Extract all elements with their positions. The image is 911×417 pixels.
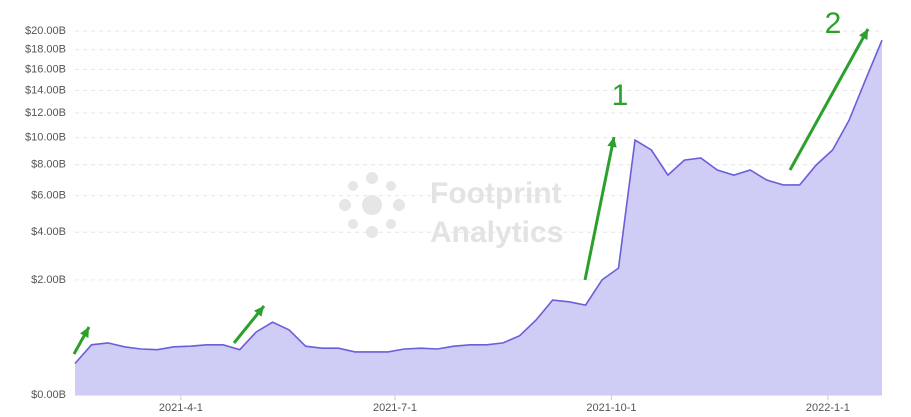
y-tick-label: $4.00B [31, 226, 66, 238]
line [74, 39, 883, 365]
watermark-logo [386, 219, 396, 229]
watermark-text: Footprint [430, 177, 562, 210]
y-tick-label: $12.00B [25, 107, 66, 119]
watermark-logo [386, 181, 396, 191]
y-tick-label: $14.00B [25, 84, 66, 96]
annotation-arrowhead [607, 137, 617, 148]
x-tick-label: 2022-1-1 [806, 402, 850, 414]
watermark-logo [393, 199, 405, 211]
annotation-arrowhead [80, 327, 89, 338]
annotation-arrow [583, 136, 616, 281]
watermark-logo [366, 172, 378, 184]
watermark-logo [348, 181, 358, 191]
x-tick-label: 2021-10-1 [586, 402, 636, 414]
y-tick-label: $2.00B [31, 274, 66, 286]
y-tick-label: $0.00B [31, 389, 66, 401]
annotation: 2 [825, 7, 842, 40]
y-tick-label: $6.00B [31, 190, 66, 202]
watermark-logo [339, 199, 351, 211]
area [75, 40, 882, 395]
watermark-logo [348, 219, 358, 229]
annotation: 1 [612, 79, 629, 112]
annotation-arrow [788, 28, 870, 171]
y-tick-label: $20.00B [25, 25, 66, 37]
watermark: Footprint Analytics [339, 172, 563, 249]
y-tick-label: $10.00B [25, 132, 66, 144]
annotation-arrowhead [859, 29, 868, 40]
x-tick-label: 2021-4-1 [159, 402, 203, 414]
watermark-text: Analytics [430, 216, 563, 249]
y-tick-label: $16.00B [25, 63, 66, 75]
watermark-logo [362, 195, 382, 215]
annotation-arrowhead [254, 306, 264, 317]
y-tick-label: $8.00B [31, 159, 66, 171]
x-tick-label: 2021-7-1 [373, 402, 417, 414]
y-tick-label: $18.00B [25, 44, 66, 56]
